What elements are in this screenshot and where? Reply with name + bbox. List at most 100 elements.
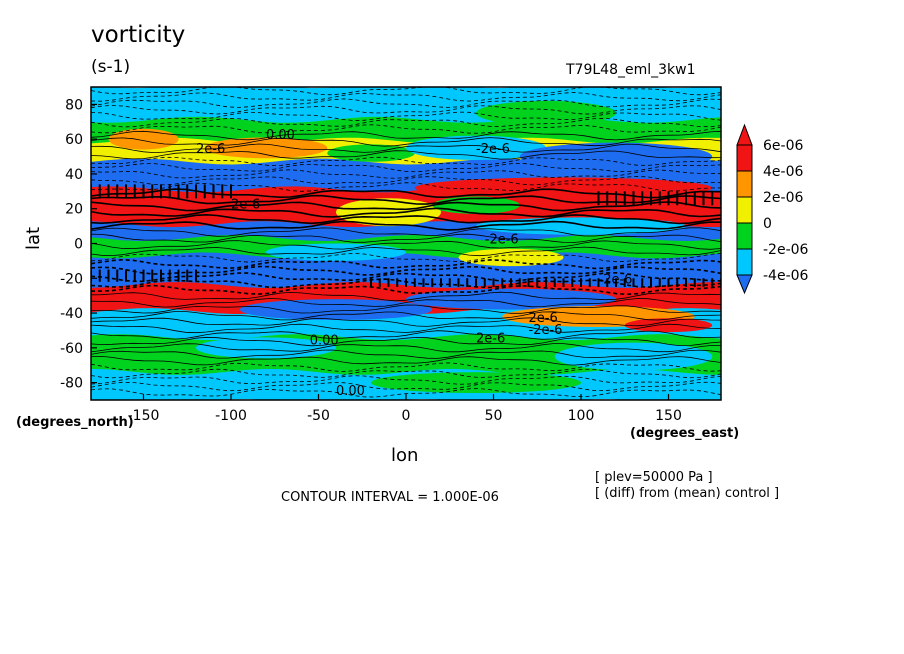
colorbar-label: -4e-06 (763, 268, 809, 284)
contour-label: 0.00 (266, 128, 295, 143)
contour-line (91, 362, 721, 372)
contour-label: 2e-6 (476, 332, 505, 347)
contour-line (91, 368, 721, 379)
x-units-label: (degrees_east) (630, 426, 740, 441)
y-tick-label: -60 (60, 341, 83, 357)
x-tick-label: 0 (402, 408, 411, 424)
colorbar-swatch (736, 248, 753, 276)
contour-line (91, 143, 721, 154)
contour-line (91, 355, 721, 366)
contour-line (91, 304, 721, 314)
colorbar-swatch (736, 222, 753, 250)
contour-line (91, 284, 721, 296)
contour-lines (91, 87, 721, 398)
colorbar-swatch (736, 123, 753, 146)
contour-line (91, 317, 721, 327)
x-tick-label: 150 (655, 408, 682, 424)
contour-region (239, 299, 433, 321)
y-axis: 80 60 40 20 0 -20 -40 -60 -80 (60, 97, 97, 392)
contour-line (91, 130, 721, 141)
contour-line (91, 291, 721, 302)
contour-line (91, 258, 721, 270)
contour-label: -2e-6 (599, 272, 633, 287)
contour-line (91, 336, 721, 347)
y-tick-label: 40 (65, 167, 83, 183)
contour-region (414, 177, 713, 199)
y-units-label: (degrees_north) (16, 415, 134, 430)
contour-line (91, 182, 721, 192)
y-tick-label: 0 (74, 237, 83, 253)
contour-line (91, 227, 721, 237)
y-tick-label: -40 (60, 306, 83, 322)
contour-line (91, 201, 721, 212)
x-tick-label: 100 (568, 408, 595, 424)
filled-contours (91, 87, 721, 400)
colorbar-label: 6e-06 (763, 138, 803, 154)
plev-note: [ plev=50000 Pa ] (595, 470, 713, 485)
contour-line (91, 343, 721, 353)
colorbar-label: 4e-06 (763, 164, 803, 180)
colorbar-label: 2e-06 (763, 190, 803, 206)
colorbar-swatch (736, 274, 753, 295)
contour-region (371, 372, 581, 394)
contour-label: 0.00 (336, 384, 365, 399)
contour-line (91, 330, 721, 340)
run-label: T79L48_eml_3kw1 (566, 62, 696, 78)
x-tick-label: -50 (307, 408, 330, 424)
contour-line (91, 349, 721, 359)
contour-line (91, 388, 721, 398)
contour-label: 2e-6 (196, 142, 225, 157)
contour-line (91, 169, 721, 179)
contour-region (336, 198, 441, 227)
x-axis: -150 -100 -50 0 50 100 150 (128, 394, 682, 424)
contour-line (91, 98, 721, 108)
contour-region (458, 248, 564, 267)
x-tick-label: -150 (128, 408, 160, 424)
x-tick-label: 50 (485, 408, 503, 424)
contour-line (91, 246, 721, 257)
contour-line (91, 220, 721, 231)
colorbar-swatch (736, 170, 753, 198)
contour-line (91, 156, 721, 166)
contour-line (91, 381, 721, 392)
contour-label: -2e-6 (529, 323, 563, 338)
y-tick-label: 60 (65, 132, 83, 148)
contour-interval: CONTOUR INTERVAL = 1.000E-06 (281, 490, 499, 505)
contour-label: -2e-6 (476, 142, 510, 157)
contour-line (91, 117, 721, 128)
contour-line (91, 240, 721, 250)
contour-line (91, 175, 721, 186)
contour-line (91, 137, 721, 147)
colorbar-label: -2e-06 (763, 242, 809, 258)
y-tick-label: 80 (65, 97, 83, 113)
colorbar-swatch (736, 144, 753, 172)
y-tick-label: -80 (60, 376, 83, 392)
contour-line (91, 375, 721, 385)
contour-line (91, 111, 721, 121)
contour-line (91, 233, 721, 243)
contour-line (91, 311, 721, 321)
colorbar-swatch (736, 196, 753, 224)
contour-region (204, 137, 328, 159)
contour-label: -2e-6 (485, 233, 519, 248)
contour-line (91, 124, 721, 134)
contour-line (91, 92, 721, 102)
units-label: (s-1) (91, 57, 131, 77)
x-tick-label: -100 (215, 408, 247, 424)
colorbar: -4e-06 -2e-06 0 2e-06 4e-06 6e-06 (736, 123, 809, 295)
x-axis-label: lon (391, 445, 419, 466)
contour-line (91, 87, 721, 96)
contour-label: 0.00 (310, 333, 339, 348)
colorbar-label: 0 (763, 216, 772, 232)
chart-title: vorticity (91, 22, 186, 48)
contour-label: 2e-6 (529, 311, 558, 326)
contour-region (476, 217, 686, 235)
contour-line (91, 298, 721, 308)
diff-note: [ (diff) from (mean) control ] (595, 486, 780, 501)
contour-line (91, 252, 721, 263)
contour-line (91, 104, 721, 115)
contour-region (624, 318, 713, 333)
contour-label: 2e-6 (231, 198, 260, 213)
